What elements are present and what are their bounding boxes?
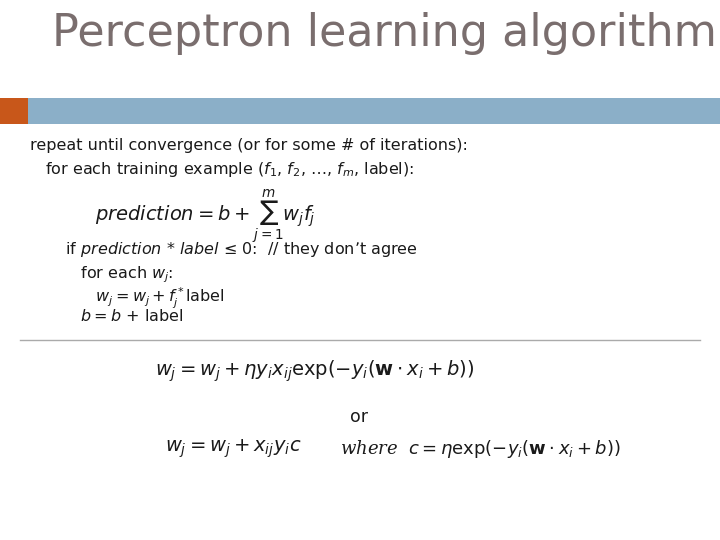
Text: $w_j = w_j + \eta y_i x_{ij} \exp(-y_i(\mathbf{w} \cdot x_i + b))$: $w_j = w_j + \eta y_i x_{ij} \exp(-y_i(\…	[155, 358, 474, 383]
Text: repeat until convergence (or for some # of iterations):: repeat until convergence (or for some # …	[30, 138, 468, 153]
Text: for each $w_j$:: for each $w_j$:	[50, 264, 174, 285]
Bar	[0, 98, 28, 124]
Text: for each training example ($f_1$, $f_2$, …, $f_m$, label):: for each training example ($f_1$, $f_2$,…	[30, 160, 414, 179]
Bar	[0, 98, 720, 124]
Text: $w_j = w_j + x_{ij} y_i c$: $w_j = w_j + x_{ij} y_i c$	[165, 438, 302, 461]
Text: $w_j = w_j + f_j^*$label: $w_j = w_j + f_j^*$label	[50, 286, 225, 311]
Text: Perceptron learning algorithm!: Perceptron learning algorithm!	[52, 12, 720, 55]
Text: $b = b$ + label: $b = b$ + label	[50, 308, 184, 324]
Text: where  $c = \eta \exp(-y_i(\mathbf{w} \cdot x_i + b))$: where $c = \eta \exp(-y_i(\mathbf{w} \cd…	[340, 438, 621, 460]
Text: if $prediction$ * $label$ ≤ 0:  // they don’t agree: if $prediction$ * $label$ ≤ 0: // they d…	[50, 240, 418, 259]
Text: or: or	[350, 408, 368, 426]
Text: $prediction = b + \sum_{j=1}^{m} w_j f_j$: $prediction = b + \sum_{j=1}^{m} w_j f_j…	[95, 188, 316, 246]
